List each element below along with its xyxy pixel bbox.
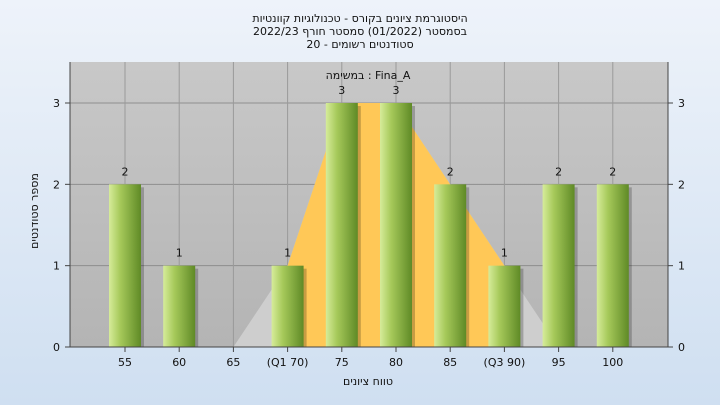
bar: [271, 265, 304, 347]
x-tick-label: (Q3 90): [484, 356, 526, 369]
chart-title-line-2: בסמסטר (01/2022) סמסטר חורף 2022/23: [253, 25, 467, 38]
bar-value-label: 3: [338, 84, 345, 97]
x-tick-label: 60: [172, 356, 186, 369]
bar-value-label: 2: [555, 165, 562, 178]
y-tick-labels-right: 0 1 2 3: [678, 97, 685, 354]
chart-title-line-3: סטודנטים רשומים - 20: [306, 38, 413, 51]
axes: [65, 62, 673, 352]
x-tick-label: 65: [226, 356, 240, 369]
x-tick-labels: 55 60 65 (Q1 70) 75 80 85 (Q3 90) 95 100: [118, 356, 623, 369]
bar-value-label: 1: [284, 247, 291, 260]
y-tick-label: 0: [53, 341, 60, 354]
x-tick-label: 100: [602, 356, 623, 369]
bar-value-label: 2: [609, 165, 616, 178]
bar-value-label: 3: [393, 84, 400, 97]
y-tick-label: 1: [53, 260, 60, 273]
y-axis-title: מספר סטודנטים: [28, 173, 41, 249]
y-tick-labels-left: 0 1 2 3: [53, 97, 60, 354]
x-tick-label: (Q1 70): [267, 356, 309, 369]
bar: [542, 184, 575, 347]
y-tick-label: 2: [678, 178, 685, 191]
y-tick-label: 3: [53, 97, 60, 110]
bar-value-label: 2: [122, 165, 129, 178]
bar-value-label: 1: [501, 247, 508, 260]
x-tick-label: 80: [389, 356, 403, 369]
bar: [488, 265, 521, 347]
x-tick-label: 85: [443, 356, 457, 369]
bars: [109, 103, 632, 347]
y-tick-label: 0: [678, 341, 685, 354]
task-annotation: במשימה : Fina_A: [326, 69, 411, 82]
bar: [325, 103, 358, 347]
value-labels: 2 1 1 3 3 2 1 2 2: [122, 84, 617, 260]
y-tick-label: 2: [53, 178, 60, 191]
y-tick-label: 3: [678, 97, 685, 110]
bar: [163, 265, 196, 347]
x-tick-label: 55: [118, 356, 132, 369]
x-axis-title: טווח ציונים: [343, 375, 393, 388]
x-tick-label: 75: [335, 356, 349, 369]
bar: [109, 184, 141, 347]
bar: [596, 184, 629, 347]
bar-value-label: 2: [447, 165, 454, 178]
bar: [434, 184, 467, 347]
x-tick-label: 95: [552, 356, 566, 369]
chart-title-line-1: היסטוגרמת ציונים בקורס - טכנולוגיות קוונ…: [252, 12, 467, 25]
y-tick-label: 1: [678, 260, 685, 273]
bar-value-label: 1: [176, 247, 183, 260]
bar: [380, 103, 412, 347]
